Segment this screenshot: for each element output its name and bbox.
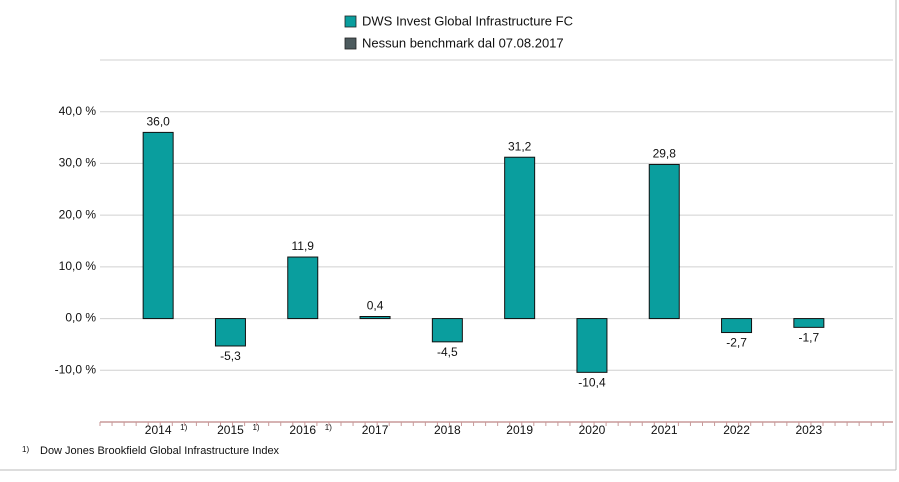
x-tick-label: 2016 xyxy=(289,423,316,437)
legend-label: DWS Invest Global Infrastructure FC xyxy=(362,13,573,28)
x-tick-label: 2022 xyxy=(723,423,750,437)
x-tick-label: 2018 xyxy=(434,423,461,437)
x-tick-label: 2023 xyxy=(795,423,822,437)
y-tick-label: 10,0 % xyxy=(59,259,97,273)
data-label: -4,5 xyxy=(437,345,458,359)
data-label: 0,4 xyxy=(367,299,384,313)
bar xyxy=(648,163,680,320)
bar xyxy=(359,316,391,320)
legend-swatch xyxy=(344,15,357,28)
bar xyxy=(721,318,753,334)
bar xyxy=(142,131,174,320)
bar xyxy=(576,318,608,373)
data-label: -2,7 xyxy=(726,336,747,350)
x-tick-label: 2017 xyxy=(362,423,389,437)
y-tick-label: 40,0 % xyxy=(59,104,97,118)
data-label: 36,0 xyxy=(146,115,170,129)
bar xyxy=(431,318,463,343)
bar xyxy=(214,318,246,347)
data-label: -10,4 xyxy=(578,376,606,390)
bar xyxy=(287,256,319,320)
x-tick-label: 2014 xyxy=(145,423,172,437)
y-tick-label: 20,0 % xyxy=(59,207,97,221)
x-tick-note: 1) xyxy=(252,423,259,432)
x-tick-label: 2020 xyxy=(579,423,606,437)
bar xyxy=(504,156,536,320)
legend-label: Nessun benchmark dal 07.08.2017 xyxy=(362,35,564,50)
bar xyxy=(793,318,825,328)
data-label: 31,2 xyxy=(508,139,532,153)
data-label: -1,7 xyxy=(799,331,820,345)
y-tick-label: 30,0 % xyxy=(59,156,97,170)
x-tick-label: 2021 xyxy=(651,423,678,437)
x-tick-label: 2015 xyxy=(217,423,244,437)
x-tick-note: 1) xyxy=(180,423,187,432)
data-label: 11,9 xyxy=(292,239,315,253)
x-tick-label: 2019 xyxy=(506,423,533,437)
y-tick-label: 0,0 % xyxy=(65,311,96,325)
x-tick-note: 1) xyxy=(325,423,332,432)
y-tick-label: -10,0 % xyxy=(55,362,97,376)
footnote-marker: 1) xyxy=(22,445,29,454)
data-label: 29,8 xyxy=(653,147,677,161)
data-label: -5,3 xyxy=(220,349,241,363)
footnote: Dow Jones Brookfield Global Infrastructu… xyxy=(40,445,280,457)
legend-swatch xyxy=(344,37,357,50)
